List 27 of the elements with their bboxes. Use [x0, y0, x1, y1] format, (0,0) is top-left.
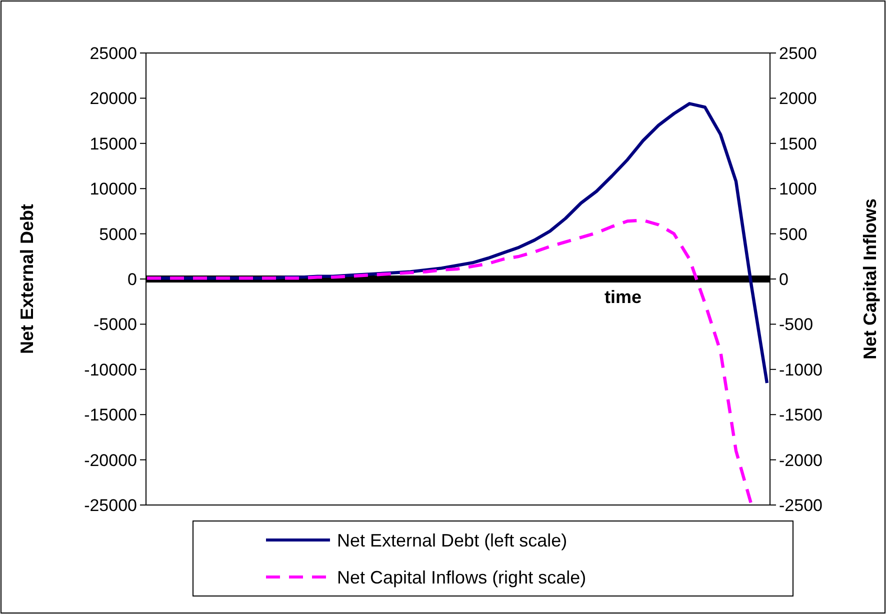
- legend-label: Net External Debt (left scale): [337, 530, 568, 550]
- y-tick-label: -15000: [84, 406, 137, 425]
- x-axis-title: time: [604, 287, 642, 307]
- y-tick-label: 20000: [90, 89, 137, 108]
- y-tick-label: 10000: [90, 180, 137, 199]
- y2-tick-label: 2000: [779, 89, 817, 108]
- y-tick-label: 0: [128, 270, 137, 289]
- y2-tick-label: 2500: [779, 44, 817, 63]
- y2-tick-label: 500: [779, 224, 808, 244]
- y2-tick-label: 1000: [779, 180, 817, 199]
- y2-tick-label: -2500: [779, 496, 822, 515]
- y2-tick-label: -1500: [779, 406, 822, 425]
- y2-axis-title: Net Capital Inflows: [860, 198, 880, 360]
- y-tick-label: -20000: [84, 450, 137, 470]
- y-tick-label: 25000: [90, 44, 137, 63]
- y-tick-label: -25000: [84, 496, 137, 515]
- y-tick-label: -5000: [94, 315, 137, 334]
- y-axis-title: Net External Debt: [17, 204, 37, 354]
- y-tick-label: -10000: [84, 360, 137, 380]
- y-tick-label: 15000: [90, 134, 137, 154]
- y2-tick-label: 1500: [779, 134, 817, 154]
- y2-tick-label: -1000: [779, 360, 822, 380]
- y2-tick-label: 0: [779, 270, 788, 289]
- y2-tick-label: -500: [779, 315, 814, 334]
- legend-label: Net Capital Inflows (right scale): [337, 567, 586, 588]
- y2-tick-label: -2000: [779, 450, 822, 470]
- y-tick-label: 5000: [99, 224, 137, 244]
